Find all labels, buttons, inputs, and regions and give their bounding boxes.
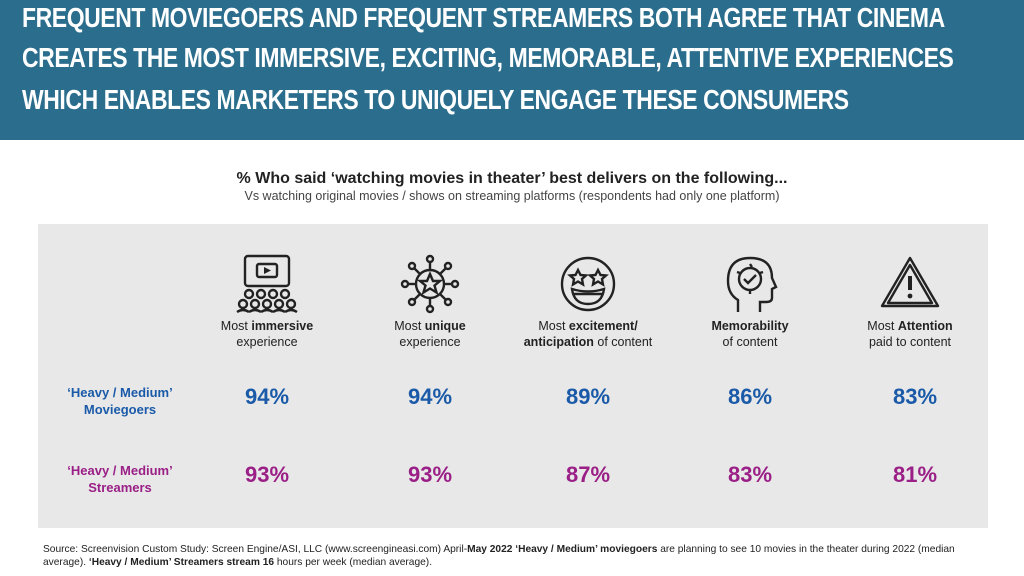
category-label-immersive: Most immersive experience: [220, 319, 314, 349]
excitement-column: [518, 254, 658, 314]
star-eyes-face-icon: [560, 256, 616, 312]
movie-audience-icon: [236, 254, 298, 314]
category-label-excitement: Most excitement/ anticipation of content: [523, 319, 653, 349]
value-moviegoers-memorability: 86%: [727, 384, 773, 409]
value-streamers-excitement: 87%: [565, 462, 611, 487]
value-moviegoers-attention: 83%: [892, 384, 938, 409]
chart-subtitle: Vs watching original movies / shows on s…: [244, 189, 780, 203]
headline-line-2: creates the most immersive, exciting, me…: [22, 42, 954, 73]
category-label-unique: Most unique experience: [394, 319, 466, 349]
value-moviegoers-immersive: 94%: [244, 384, 290, 409]
row-label-streamers: ‘Heavy / Medium’ Streamers: [67, 463, 173, 495]
headline-line-1: Frequent moviegoers and frequent streame…: [22, 2, 945, 33]
warning-triangle-icon: [880, 256, 940, 308]
value-streamers-unique: 93%: [407, 462, 453, 487]
head-check-icon: [726, 256, 778, 312]
value-streamers-memorability: 83%: [727, 462, 773, 487]
value-streamers-immersive: 93%: [244, 462, 290, 487]
unique-column: [360, 254, 500, 314]
value-moviegoers-unique: 94%: [407, 384, 453, 409]
value-streamers-attention: 81%: [892, 462, 938, 487]
source-note: Source: Screenvision Custom Study: Scree…: [43, 544, 955, 568]
category-label-attention: Most Attention paid to content: [867, 319, 953, 349]
category-label-memorability: Memorability of content: [711, 319, 789, 349]
results-panel: [38, 224, 988, 528]
row-label-moviegoers: ‘Heavy / Medium’ Moviegoers: [67, 385, 173, 417]
value-moviegoers-excitement: 89%: [565, 384, 611, 409]
memorability-column: [680, 254, 820, 314]
header-banner: Frequent moviegoers and frequent streame…: [0, 0, 1024, 140]
attention-column: [840, 254, 980, 314]
star-network-icon: [400, 254, 460, 314]
chart-title: % Who said ‘watching movies in theater’ …: [236, 170, 788, 187]
immersive-column: [197, 254, 337, 314]
headline-line-3: which enables marketers to uniquely enga…: [22, 84, 849, 115]
